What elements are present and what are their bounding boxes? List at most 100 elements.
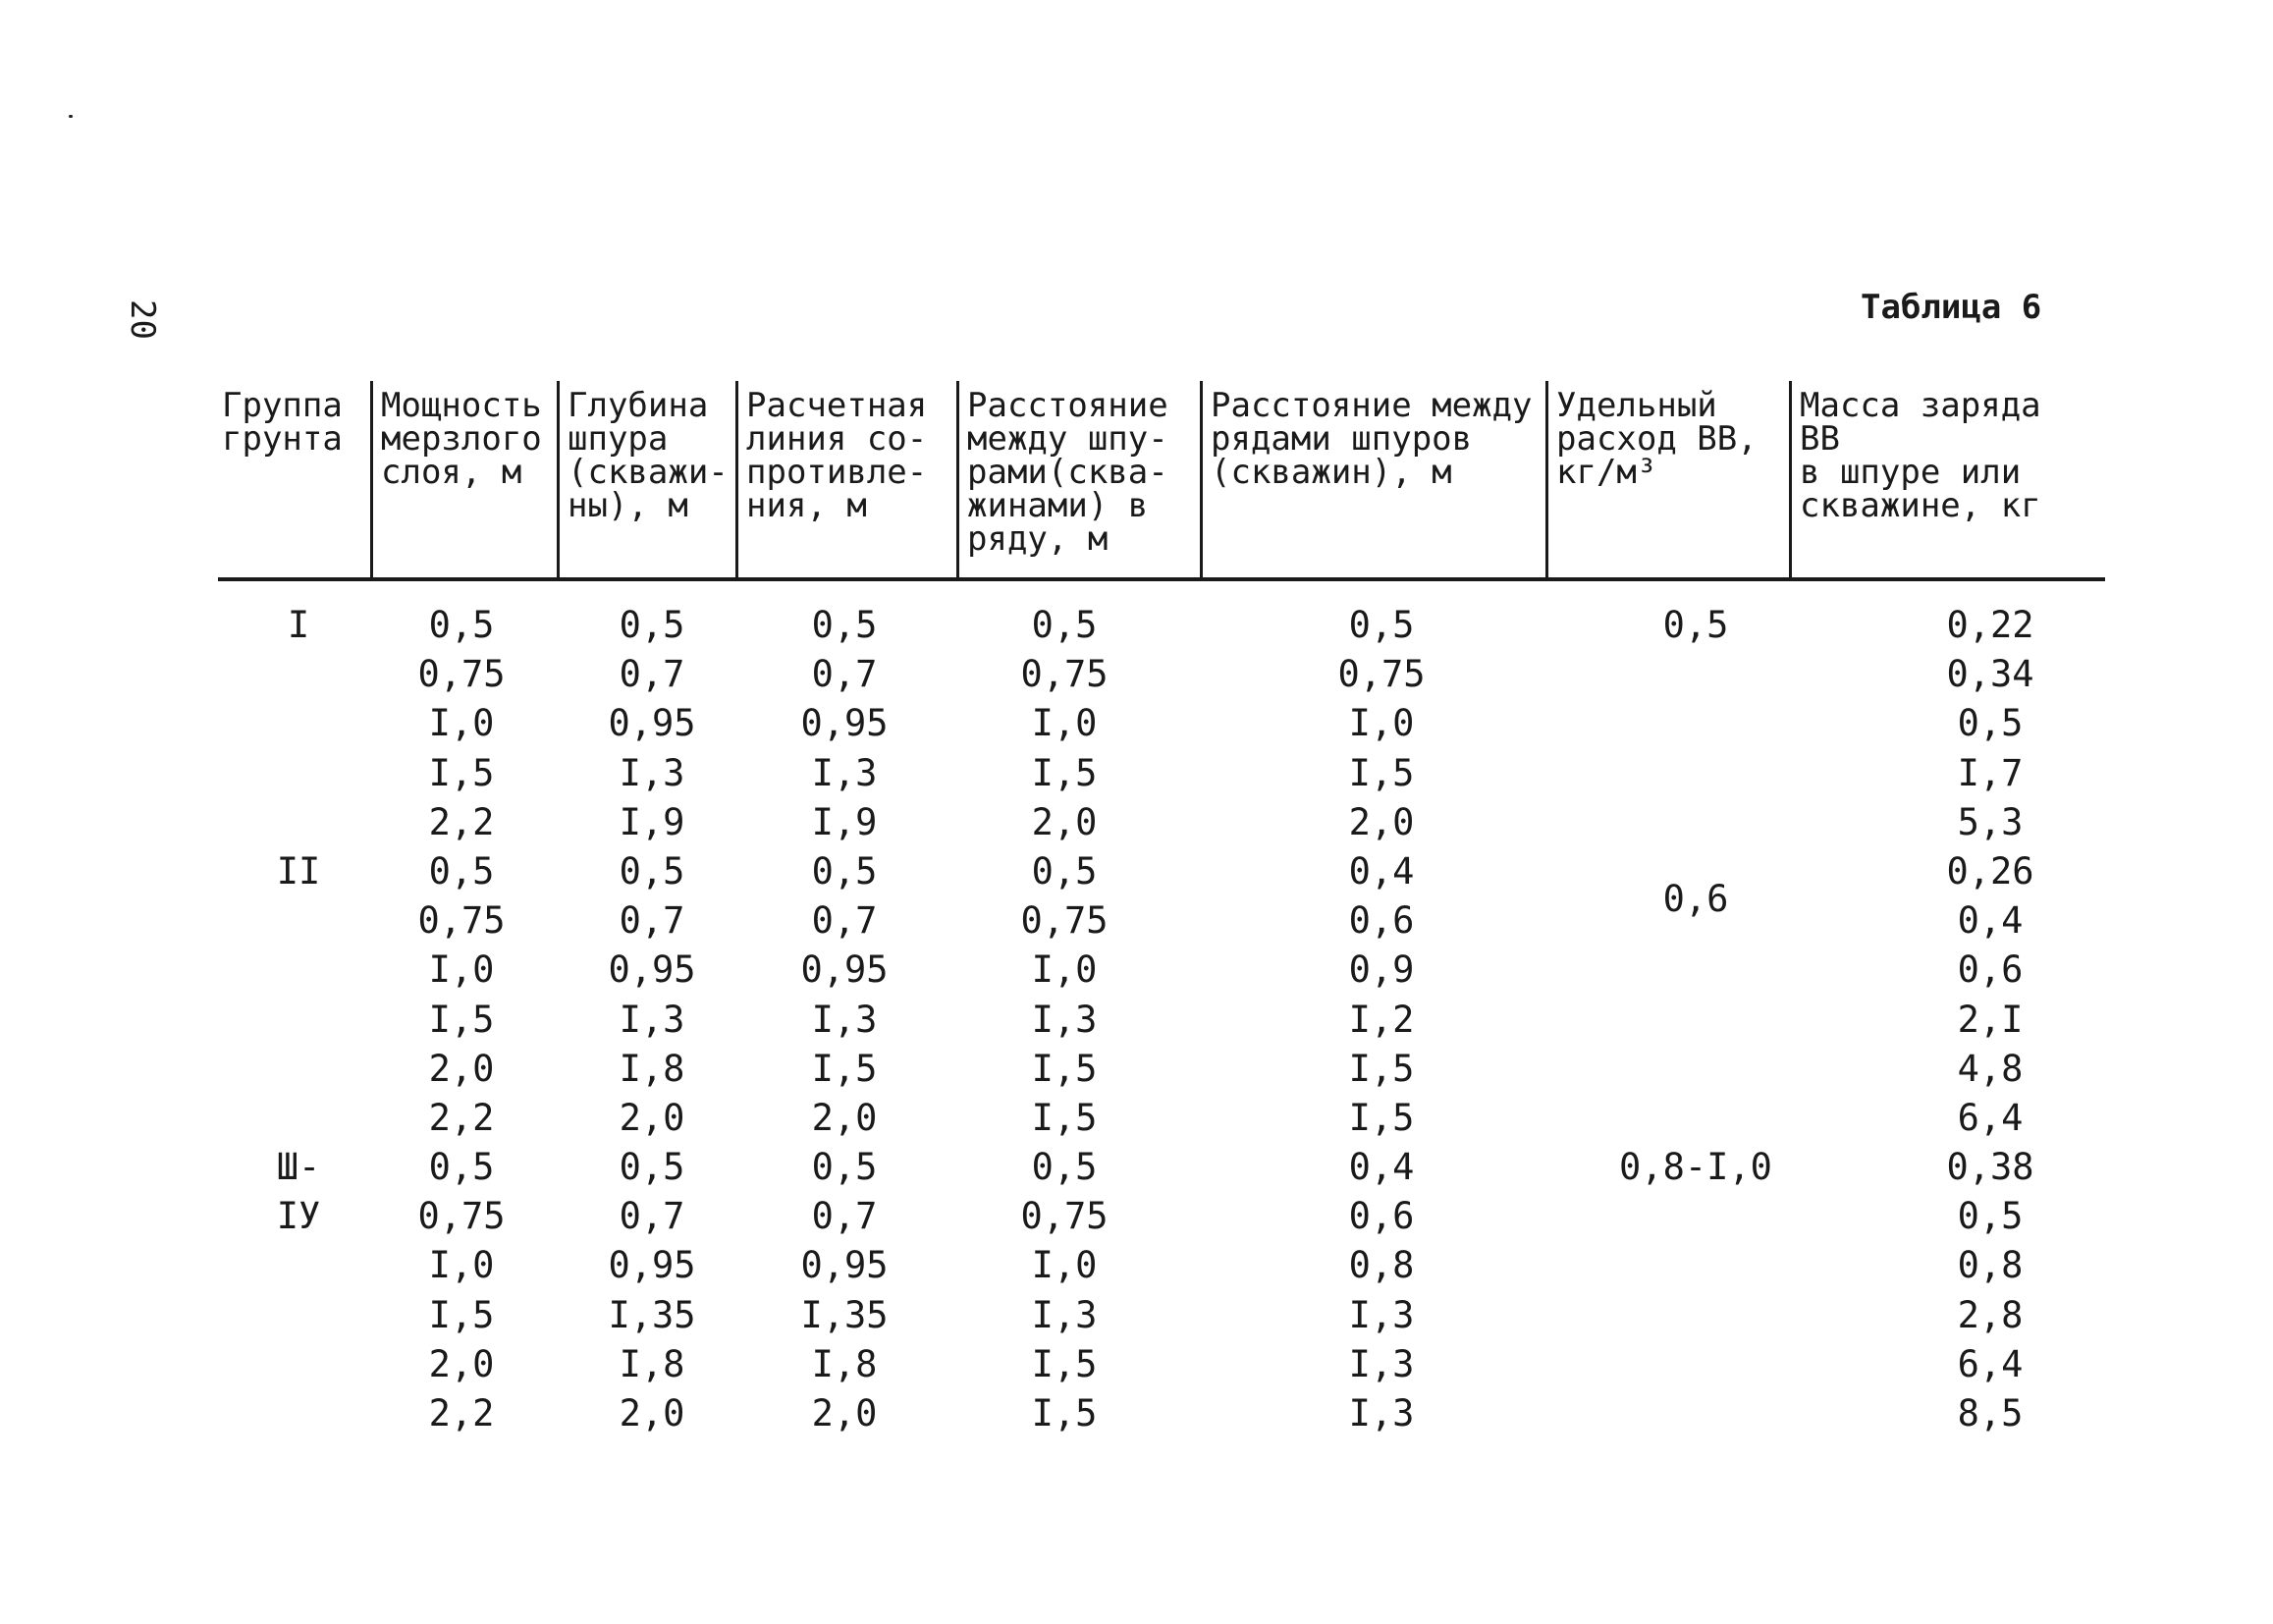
cell-charge: 0,34 <box>1946 653 2034 696</box>
cell-resistance: 0,7 <box>811 899 878 943</box>
cell-spacing: I,5 <box>1031 751 1098 794</box>
cell-resistance: I,35 <box>800 1293 889 1336</box>
table-row: I,0 0,95 0,95 I,0 0,9 0,6 <box>218 946 2105 995</box>
table-row: I,5 I,35 I,35 I,3 I,3 2,8 <box>218 1291 2105 1340</box>
cell-spacing: I,0 <box>1031 948 1098 992</box>
cell-group: Ш- <box>276 1146 321 1189</box>
cell-resistance: 2,0 <box>811 1392 878 1435</box>
cell-thickness: I,0 <box>428 1244 495 1287</box>
cell-spacing: 0,5 <box>1031 604 1098 646</box>
column-header-line-of-resistance: Расчетная линия со- противле- ния, м <box>735 381 956 579</box>
cell-row-spacing: 0,6 <box>1348 1195 1415 1238</box>
cell-thickness: I,5 <box>428 998 495 1041</box>
cell-resistance: I,3 <box>811 998 878 1041</box>
cell-thickness: 0,5 <box>428 1146 495 1189</box>
cell-row-spacing: 0,9 <box>1348 948 1415 992</box>
cell-row-spacing: I,5 <box>1348 751 1415 794</box>
cell-depth: 0,5 <box>619 1146 685 1189</box>
header-divider <box>218 577 2105 581</box>
cell-row-spacing: 0,5 <box>1348 604 1415 646</box>
column-header-specific-explosive-consumption: Удельный расход ВВ, кг/м³ <box>1545 381 1789 579</box>
column-header-soil-group: Группа грунта <box>222 386 343 459</box>
cell-depth: I,8 <box>619 1047 685 1090</box>
cell-resistance: I,9 <box>811 800 878 843</box>
cell-thickness: 0,5 <box>428 604 495 646</box>
cell-row-spacing: 0,4 <box>1348 1146 1415 1189</box>
cell-depth: 0,7 <box>619 899 685 943</box>
cell-spacing: I,0 <box>1031 702 1098 745</box>
cell-charge: 2,8 <box>1957 1293 2024 1336</box>
cell-resistance: 0,7 <box>811 653 878 696</box>
cell-charge: 0,5 <box>1957 1195 2024 1238</box>
cell-thickness: I,5 <box>428 751 495 794</box>
cell-resistance: 0,7 <box>811 1195 878 1238</box>
cell-depth: I,35 <box>608 1293 696 1336</box>
cell-charge: 0,22 <box>1946 604 2034 646</box>
cell-depth: 2,0 <box>619 1392 685 1435</box>
cell-consumption-group-ii: 0,6 <box>1662 877 1729 920</box>
cell-charge: 8,5 <box>1957 1392 2024 1435</box>
table-row: I,0 0,95 0,95 I,0 I,0 0,5 <box>218 699 2105 748</box>
cell-resistance: 0,5 <box>811 1146 878 1189</box>
table-row: I,5 I,3 I,3 I,3 I,2 2,I <box>218 996 2105 1045</box>
cell-row-spacing: 0,4 <box>1348 849 1415 893</box>
cell-thickness: I,0 <box>428 948 495 992</box>
table-row: 2,0 I,8 I,8 I,5 I,3 6,4 <box>218 1340 2105 1389</box>
cell-resistance: 2,0 <box>811 1096 878 1139</box>
cell-row-spacing: I,3 <box>1348 1293 1415 1336</box>
cell-resistance: I,8 <box>811 1342 878 1385</box>
column-header-row-spacing: Расстояние между рядами шпуров (скважин)… <box>1200 381 1545 579</box>
cell-thickness: I,0 <box>428 702 495 745</box>
column-header-charge-mass: Масса заряда ВВ в шпуре или скважине, кг <box>1789 381 2105 579</box>
cell-spacing: I,3 <box>1031 1293 1098 1336</box>
cell-row-spacing: I,3 <box>1348 1392 1415 1435</box>
column-header-frozen-layer-thickness: Мощность мерзлого слоя, м <box>370 381 557 579</box>
cell-depth: 2,0 <box>619 1096 685 1139</box>
cell-resistance: I,3 <box>811 751 878 794</box>
cell-row-spacing: I,0 <box>1348 702 1415 745</box>
cell-charge: 5,3 <box>1957 800 2024 843</box>
cell-row-spacing: 0,75 <box>1337 653 1426 696</box>
cell-resistance: 0,95 <box>800 948 889 992</box>
cell-depth: I,8 <box>619 1342 685 1385</box>
cell-depth: 0,5 <box>619 604 685 646</box>
page-number: 20 <box>123 299 162 340</box>
cell-spacing: 0,75 <box>1020 653 1109 696</box>
cell-thickness: 2,0 <box>428 1047 495 1090</box>
cell-resistance: I,5 <box>811 1047 878 1090</box>
cell-thickness: 2,2 <box>428 1392 495 1435</box>
table-row: 2,2 2,0 2,0 I,5 I,5 6,4 <box>218 1094 2105 1143</box>
cell-depth: 0,7 <box>619 1195 685 1238</box>
table-row: 2,0 I,8 I,5 I,5 I,5 4,8 <box>218 1045 2105 1094</box>
cell-resistance: 0,5 <box>811 604 878 646</box>
table-row: I 0,5 0,5 0,5 0,5 0,5 0,5 0,22 <box>218 601 2105 650</box>
cell-spacing: 0,75 <box>1020 899 1109 943</box>
cell-row-spacing: 0,6 <box>1348 899 1415 943</box>
cell-thickness: 0,5 <box>428 849 495 893</box>
cell-consumption: 0,8-I,0 <box>1619 1146 1772 1189</box>
cell-row-spacing: I,5 <box>1348 1096 1415 1139</box>
cell-depth: 0,5 <box>619 849 685 893</box>
cell-spacing: 0,75 <box>1020 1195 1109 1238</box>
cell-resistance: 0,95 <box>800 702 889 745</box>
cell-charge: 6,4 <box>1957 1342 2024 1385</box>
cell-thickness: I,5 <box>428 1293 495 1336</box>
table-header: Группа грунта Мощность мерзлого слоя, м … <box>218 381 2105 579</box>
cell-spacing: 0,5 <box>1031 849 1098 893</box>
table-row: 0,75 0,7 0,7 0,75 0,75 0,34 <box>218 650 2105 699</box>
cell-charge: 6,4 <box>1957 1096 2024 1139</box>
cell-row-spacing: 2,0 <box>1348 800 1415 843</box>
cell-group: II <box>276 849 321 893</box>
cell-charge: 0,38 <box>1946 1146 2034 1189</box>
cell-depth: 0,95 <box>608 1244 696 1287</box>
table-row: II 0,5 0,5 0,5 0,5 0,4 0,26 <box>218 847 2105 896</box>
table-row: I,5 I,3 I,3 I,5 I,5 I,7 <box>218 749 2105 798</box>
cell-thickness: 2,2 <box>428 800 495 843</box>
cell-charge: I,7 <box>1957 751 2024 794</box>
cell-charge: 0,6 <box>1957 948 2024 992</box>
cell-row-spacing: 0,8 <box>1348 1244 1415 1287</box>
cell-charge: 0,8 <box>1957 1244 2024 1287</box>
cell-spacing: I,5 <box>1031 1047 1098 1090</box>
table-row: 2,2 I,9 I,9 2,0 2,0 5,3 <box>218 798 2105 847</box>
cell-thickness: 2,0 <box>428 1342 495 1385</box>
